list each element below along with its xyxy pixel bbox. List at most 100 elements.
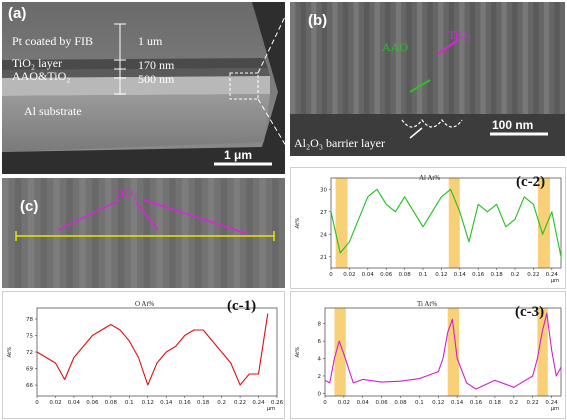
panel-b-barrier: Al₂O₃ barrier layer [294, 136, 385, 150]
texture-stripe [182, 178, 189, 288]
texture-stripe [342, 2, 349, 114]
texture-stripe [395, 2, 402, 114]
x-tick-label: 0.08 [105, 400, 118, 406]
y-tick-label: 72 [26, 350, 33, 356]
y-axis-label: At% [295, 217, 301, 228]
chart-c2-label: (c-2) [516, 174, 546, 190]
panel-a-scale-label: 1 μm [224, 148, 253, 162]
series-line [36, 313, 269, 386]
texture-stripe [554, 2, 560, 114]
chart-c3-title: Ti At% [417, 300, 438, 308]
x-tick-label: 0.18 [490, 272, 503, 278]
x-tick-label: 0 [35, 400, 39, 406]
texture-stripe [53, 178, 60, 288]
texture-stripe [469, 2, 476, 114]
x-tick-label: 0.02 [343, 272, 355, 278]
texture-stripe [311, 2, 317, 114]
texture-stripe [66, 178, 73, 288]
highlight-band [335, 178, 348, 268]
x-tick-label: 0.1 [419, 272, 428, 278]
series-line [330, 188, 562, 257]
panel-c-label: (c) [20, 198, 39, 215]
y-tick-label: 24 [320, 232, 327, 238]
texture-stripe [104, 178, 112, 288]
panel-a-dim-pt: 1 um [138, 34, 163, 48]
x-tick-label: 0.2 [509, 400, 518, 406]
panel-a-label-al: Al substrate [24, 104, 82, 118]
texture-stripe [143, 178, 150, 288]
texture-stripe [194, 178, 202, 288]
y-tick-label: 75 [26, 334, 33, 340]
highlight-band [537, 308, 548, 396]
x-tick-label: 0.24 [252, 400, 265, 406]
y-axis-label: At% [295, 346, 301, 357]
texture-stripe [14, 178, 22, 288]
texture-stripe [130, 178, 138, 288]
highlight-band [448, 178, 460, 268]
chart-c2-svg: 0 0.02 0.04 0.06 0.08 0.1 0.12 0.14 0.16 0.18 0.2 0… [295, 177, 562, 284]
panel-a-dim-tio2: 170 nm [138, 58, 175, 72]
texture-stripe [156, 178, 163, 288]
y-tick-label: 66 [26, 383, 33, 389]
x-axis-label: μm [267, 406, 276, 412]
x-tick-label: 0.02 [338, 400, 350, 406]
x-tick-label: 0.16 [179, 400, 192, 406]
texture-stripe [332, 2, 338, 114]
x-axis-label: μm [551, 406, 560, 412]
texture-stripe [490, 2, 497, 114]
panel-c-sem-image: (c) TiO₂ [2, 178, 285, 288]
panel-b-aao: AAO [382, 40, 408, 54]
texture-stripe [533, 2, 539, 114]
panel-a-sem-image: (a) Pt coated by FIB TiO₂ layer AAO&TiO₂… [2, 2, 285, 174]
x-tick-label: 0.08 [394, 400, 407, 406]
x-tick-label: 0.24 [546, 272, 559, 278]
x-tick-label: 0.12 [142, 400, 154, 406]
x-tick-label: 0.22 [234, 400, 246, 406]
highlight-band [538, 178, 550, 268]
texture-stripe [374, 2, 380, 114]
highlight-band [334, 308, 346, 396]
y-tick-label: 69 [26, 367, 33, 373]
texture-stripe [448, 2, 454, 114]
highlight-band [447, 308, 460, 396]
texture-stripe [512, 2, 518, 114]
texture-stripe [522, 2, 528, 114]
texture-stripe [27, 178, 35, 288]
texture-stripe [220, 178, 228, 288]
x-tick-label: 0.24 [545, 400, 558, 406]
texture-stripe [117, 178, 125, 288]
texture-stripe [207, 178, 215, 288]
x-axis-label: μm [551, 278, 560, 284]
x-tick-label: 0.16 [472, 272, 485, 278]
panel-b-sem-image: (b) AAO TiO₂ Al₂O₃ barrier layer 100 nm [290, 2, 565, 156]
y-tick-label: 4 [318, 357, 322, 363]
chart-c3: 0 0.02 0.04 0.06 0.08 0.1 0.12 0.14 0.16 0.18 0.2 0… [290, 291, 566, 419]
texture-stripe [385, 2, 391, 114]
texture-stripe [353, 2, 359, 114]
y-tick-label: 8 [318, 322, 322, 328]
texture-stripe [501, 2, 507, 114]
texture-stripe [321, 2, 328, 114]
x-tick-label: 0.1 [125, 400, 134, 406]
x-tick-label: 0.14 [160, 400, 173, 406]
x-tick-label: 0.14 [454, 272, 467, 278]
texture-stripe [79, 178, 86, 288]
texture-stripe [259, 178, 266, 288]
texture-stripe [438, 2, 444, 114]
panel-c-graphics [2, 178, 285, 288]
plot-frame [324, 307, 562, 397]
chart-c2: 0 0.02 0.04 0.06 0.08 0.1 0.12 0.14 0.16 0.18 0.2 0… [290, 167, 566, 289]
panel-c-tio2: TiO₂ [114, 186, 138, 200]
texture-stripe [406, 2, 412, 114]
x-tick-label: 0.16 [470, 400, 483, 406]
plot-frame [36, 307, 278, 397]
x-tick-label: 0.06 [86, 400, 99, 406]
y-tick-label: 27 [320, 210, 327, 216]
x-tick-label: 0 [323, 400, 327, 406]
x-tick-label: 0.1 [415, 400, 424, 406]
texture-stripe [246, 178, 253, 288]
x-tick-label: 0.18 [197, 400, 210, 406]
texture-stripe [169, 178, 176, 288]
texture-stripe [272, 178, 279, 288]
